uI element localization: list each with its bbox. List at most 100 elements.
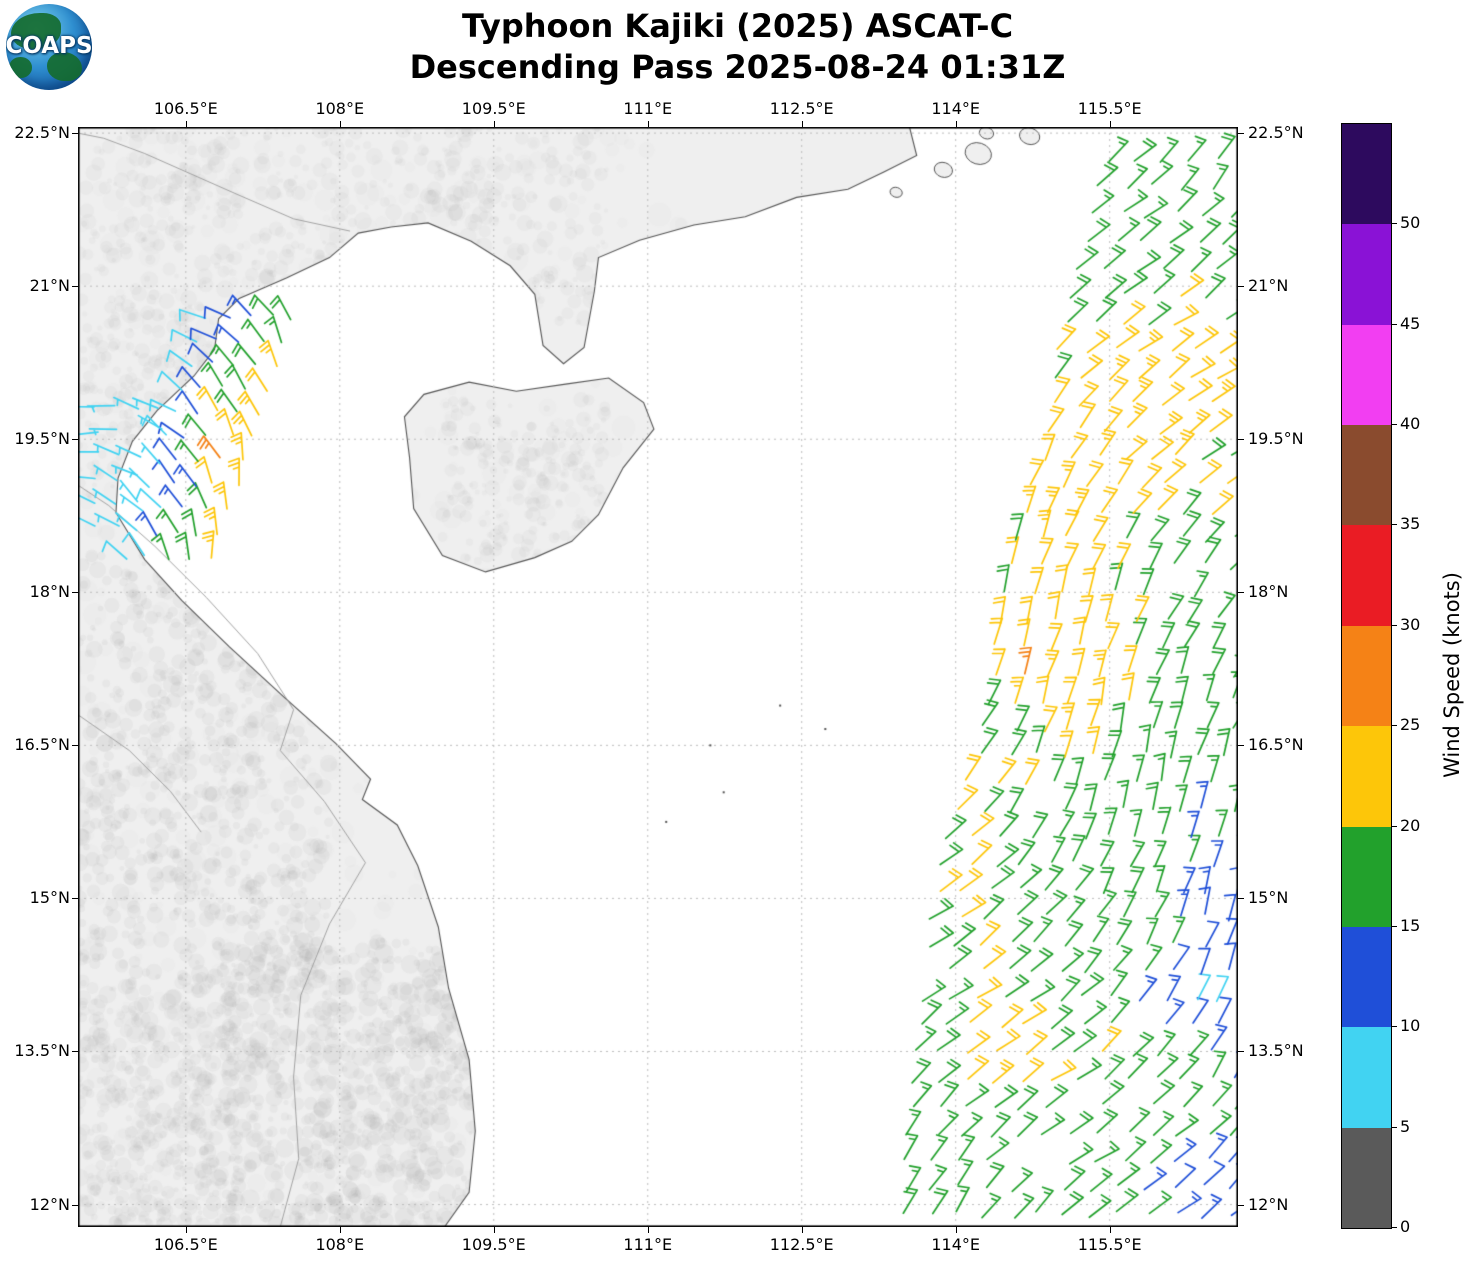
tick-mark — [1392, 424, 1397, 426]
lat-tick-label-left: 15°N — [29, 888, 70, 908]
colorbar-tick-label: 0 — [1400, 1217, 1411, 1236]
lat-tick-label-left: 19.5°N — [14, 429, 70, 449]
colorbar-tick-label: 35 — [1400, 514, 1421, 534]
tick-mark — [955, 1227, 957, 1233]
tick-mark — [1392, 1227, 1397, 1228]
colorbar-segment-0-5 — [1342, 1127, 1391, 1228]
tick-mark — [1392, 1126, 1397, 1128]
lat-tick-label-left: 18°N — [29, 582, 70, 602]
colorbar-tick-label: 15 — [1400, 915, 1421, 935]
lat-tick-label-right: 18°N — [1248, 582, 1289, 602]
lat-tick-label-right: 22.5°N — [1248, 123, 1304, 143]
lat-tick-label-left: 13.5°N — [14, 1041, 70, 1061]
lat-tick-label-right: 21°N — [1248, 276, 1289, 296]
tick-mark — [339, 121, 341, 127]
lon-tick-label-bottom: 109.5°E — [461, 1235, 526, 1254]
tick-mark — [801, 121, 803, 127]
tick-mark — [72, 439, 78, 441]
tick-mark — [1238, 133, 1244, 135]
tick-mark — [1238, 745, 1244, 747]
lon-tick-label-bottom: 114°E — [931, 1235, 981, 1254]
lat-tick-label-right: 15°N — [1248, 888, 1289, 908]
tick-mark — [1392, 524, 1397, 526]
lon-tick-label-top: 108°E — [315, 99, 365, 118]
lat-tick-label-left: 16.5°N — [14, 735, 70, 755]
tick-mark — [1392, 323, 1397, 325]
tick-mark — [1238, 286, 1244, 288]
tick-mark — [72, 745, 78, 747]
colorbar-segment-50+ — [1342, 124, 1391, 225]
tick-mark — [801, 1227, 803, 1233]
tick-mark — [1392, 1026, 1397, 1028]
colorbar-segment-10-15 — [1342, 926, 1391, 1028]
colorbar-segment-5-10 — [1342, 1027, 1391, 1128]
colorbar-tick-label: 40 — [1400, 414, 1421, 434]
logo-continent — [47, 52, 82, 82]
tick-mark — [1109, 121, 1111, 127]
colorbar-tick-label: 5 — [1400, 1116, 1411, 1136]
tick-mark — [1238, 1051, 1244, 1053]
colorbar-tick-label: 45 — [1400, 313, 1421, 333]
lon-tick-label-top: 111°E — [623, 99, 673, 118]
lat-tick-label-right: 16.5°N — [1248, 735, 1304, 755]
tick-mark — [493, 1227, 495, 1233]
tick-mark — [1392, 925, 1397, 927]
lat-tick-label-right: 13.5°N — [1248, 1041, 1304, 1061]
colorbar-segment-20-25 — [1342, 726, 1391, 827]
lon-tick-label-bottom: 115.5°E — [1077, 1235, 1142, 1254]
colorbar-tick-label: 10 — [1400, 1016, 1421, 1036]
tick-mark — [185, 1227, 187, 1233]
lon-tick-label-bottom: 112.5°E — [769, 1235, 834, 1254]
lat-tick-label-right: 19.5°N — [1248, 429, 1304, 449]
colorbar-tick-label: 50 — [1400, 213, 1421, 233]
lon-tick-label-bottom: 108°E — [315, 1235, 365, 1254]
colorbar — [1341, 123, 1392, 1229]
lon-tick-label-bottom: 106.5°E — [153, 1235, 218, 1254]
tick-mark — [493, 121, 495, 127]
colorbar-tick-label: 25 — [1400, 715, 1421, 735]
tick-mark — [1109, 1227, 1111, 1233]
tick-mark — [72, 1051, 78, 1053]
map-plot-area — [78, 127, 1238, 1227]
tick-mark — [1238, 1204, 1244, 1206]
colorbar-tick-label: 30 — [1400, 614, 1421, 634]
figure-titles: Typhoon Kajiki (2025) ASCAT-C Descending… — [0, 6, 1475, 88]
lon-tick-label-top: 106.5°E — [153, 99, 218, 118]
logo-text: COAPS — [6, 32, 92, 59]
colorbar-segment-25-30 — [1342, 625, 1391, 727]
tick-mark — [647, 1227, 649, 1233]
colorbar-segment-40-45 — [1342, 324, 1391, 426]
lon-tick-label-bottom: 111°E — [623, 1235, 673, 1254]
tick-mark — [1392, 725, 1397, 727]
logo-continent — [9, 57, 32, 78]
figure-title-line1: Typhoon Kajiki (2025) ASCAT-C — [461, 7, 1014, 45]
lon-tick-label-top: 109.5°E — [461, 99, 526, 118]
tick-mark — [1392, 624, 1397, 626]
lat-tick-label-right: 12°N — [1248, 1194, 1289, 1214]
colorbar-tick-label: 20 — [1400, 815, 1421, 835]
tick-mark — [72, 286, 78, 288]
tick-mark — [339, 1227, 341, 1233]
tick-mark — [72, 1204, 78, 1206]
tick-mark — [72, 133, 78, 135]
tick-mark — [72, 592, 78, 594]
tick-mark — [1238, 592, 1244, 594]
lon-tick-label-top: 115.5°E — [1077, 99, 1142, 118]
colorbar-segment-30-35 — [1342, 525, 1391, 626]
colorbar-title: Wind Speed (knots) — [1440, 572, 1464, 778]
colorbar-segment-15-20 — [1342, 826, 1391, 927]
lat-tick-label-left: 12°N — [29, 1194, 70, 1214]
lat-tick-label-left: 22.5°N — [14, 123, 70, 143]
tick-mark — [1238, 898, 1244, 900]
lon-tick-label-top: 114°E — [931, 99, 981, 118]
tick-mark — [1238, 439, 1244, 441]
tick-mark — [1392, 825, 1397, 827]
tick-mark — [647, 121, 649, 127]
tick-mark — [185, 121, 187, 127]
coaps-logo: COAPS — [6, 4, 92, 90]
logo-continent — [11, 12, 62, 49]
lat-tick-label-left: 21°N — [29, 276, 70, 296]
lon-tick-label-top: 112.5°E — [769, 99, 834, 118]
tick-mark — [72, 898, 78, 900]
